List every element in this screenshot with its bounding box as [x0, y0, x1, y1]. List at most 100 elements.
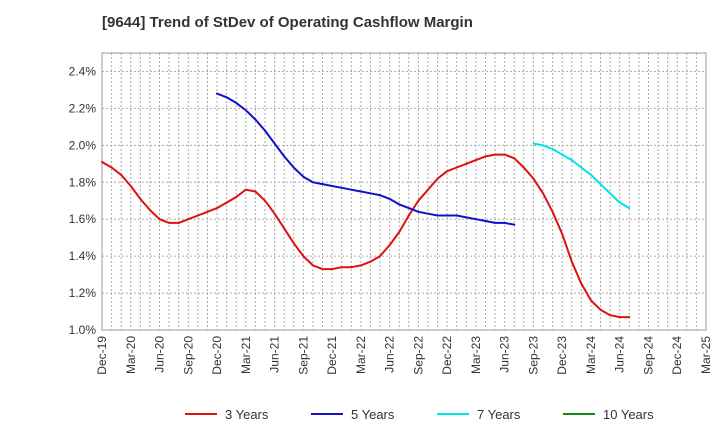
legend-label: 3 Years	[225, 407, 269, 422]
data-point	[254, 118, 257, 121]
data-point	[599, 308, 602, 311]
data-point	[206, 210, 209, 213]
data-point	[446, 170, 448, 173]
data-point	[312, 264, 314, 267]
data-point	[369, 260, 372, 263]
data-point	[360, 264, 362, 267]
data-point	[417, 199, 420, 202]
data-point	[484, 220, 487, 222]
data-point	[398, 203, 401, 206]
data-point	[455, 214, 458, 217]
data-point	[235, 102, 238, 104]
data-point	[618, 201, 621, 204]
data-point	[618, 316, 621, 318]
data-point	[628, 207, 631, 210]
x-axis: Dec-19 Mar-20 Jun-20 Sep-20 Dec-20 Mar-21 Jun-…	[95, 336, 713, 375]
data-point	[216, 92, 218, 95]
x-tick-label: Sep-21	[296, 336, 310, 375]
data-point	[360, 190, 362, 193]
data-point	[312, 181, 314, 184]
data-point	[379, 255, 381, 257]
x-tick-label: Jun-21	[268, 336, 282, 373]
data-point	[350, 188, 353, 191]
x-tick-label: Sep-22	[411, 336, 425, 375]
data-point	[551, 148, 554, 150]
data-point	[398, 231, 401, 234]
x-tick-label: Jun-23	[498, 336, 512, 373]
data-point	[225, 201, 228, 204]
data-point	[599, 183, 602, 186]
data-point	[340, 186, 343, 189]
data-point	[570, 260, 573, 263]
data-point	[264, 199, 266, 202]
x-tick-label: Dec-24	[670, 336, 684, 375]
data-point	[455, 166, 458, 169]
data-point	[225, 96, 228, 99]
x-tick-label: Dec-19	[95, 336, 109, 375]
x-tick-label: Jun-22	[383, 336, 397, 373]
data-point	[513, 223, 516, 226]
y-tick-label: 1.6%	[69, 212, 97, 226]
data-point	[321, 183, 324, 186]
x-tick-label: Sep-23	[526, 336, 540, 375]
data-point	[427, 212, 429, 215]
data-point	[475, 218, 477, 221]
data-point	[110, 166, 113, 169]
data-point	[340, 266, 343, 269]
data-point	[407, 207, 410, 210]
series-line-3-years	[101, 153, 631, 319]
data-point	[302, 175, 305, 178]
data-point	[379, 194, 381, 197]
data-point	[522, 166, 525, 169]
data-point	[244, 109, 247, 112]
data-point	[542, 192, 544, 195]
data-point	[149, 209, 151, 211]
data-point	[570, 159, 573, 162]
data-point	[436, 214, 439, 217]
data-point	[542, 144, 544, 147]
data-point	[609, 314, 611, 317]
x-tick-label: Jun-20	[153, 336, 167, 373]
data-point	[609, 192, 611, 195]
y-tick-label: 1.4%	[69, 249, 97, 263]
x-tick-label: Mar-22	[354, 336, 368, 374]
data-point	[475, 159, 477, 162]
data-point	[197, 214, 199, 217]
data-point	[513, 157, 516, 160]
y-axis: 2.4% 2.2% 2.0% 1.8% 1.6% 1.4% 1.2% 1.0%	[69, 64, 97, 337]
data-point	[580, 282, 583, 285]
data-point	[264, 129, 266, 132]
legend-label: 5 Years	[351, 407, 395, 422]
data-point	[628, 316, 631, 318]
series-lines	[101, 92, 631, 319]
x-tick-label: Mar-21	[239, 336, 253, 374]
data-point	[417, 210, 420, 213]
data-point	[350, 266, 353, 269]
data-point	[235, 196, 238, 198]
data-point	[407, 214, 410, 217]
x-tick-label: Dec-23	[555, 336, 569, 375]
data-point	[494, 153, 496, 156]
data-point	[465, 216, 468, 219]
x-tick-label: Sep-24	[641, 336, 655, 375]
data-point	[503, 222, 506, 224]
data-point	[101, 161, 103, 163]
data-point	[503, 153, 506, 156]
data-point	[283, 155, 286, 158]
data-point	[590, 174, 592, 176]
data-point	[292, 242, 295, 245]
data-point	[484, 155, 487, 158]
data-point	[273, 212, 276, 215]
grid-lines	[101, 53, 707, 331]
y-tick-label: 1.8%	[69, 175, 97, 189]
data-point	[580, 166, 583, 169]
data-point	[292, 166, 295, 169]
x-tick-label: Dec-22	[440, 336, 454, 375]
legend-label: 7 Years	[477, 407, 521, 422]
data-point	[168, 222, 171, 224]
x-tick-label: Dec-20	[210, 336, 224, 375]
data-point	[129, 185, 132, 187]
data-point	[254, 190, 257, 193]
